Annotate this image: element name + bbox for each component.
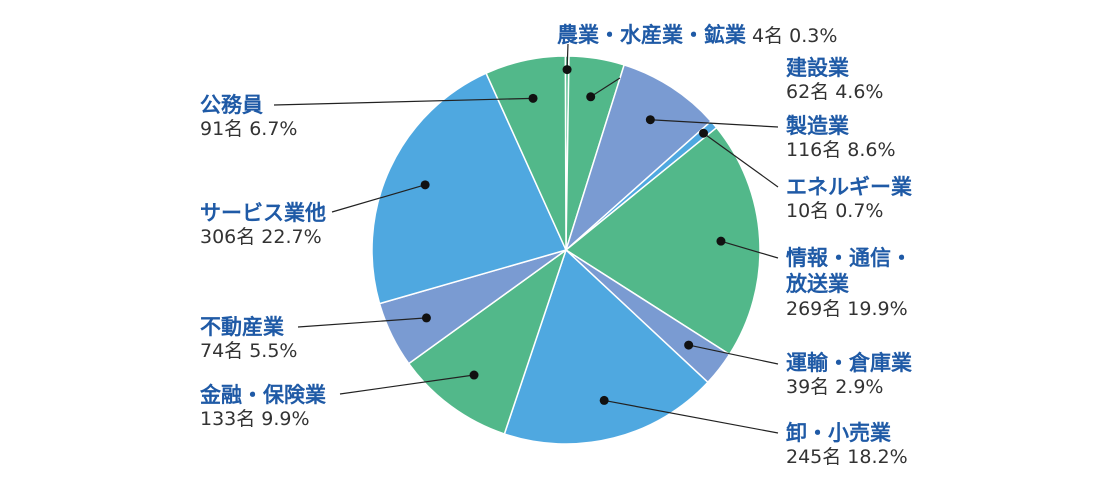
leader-line-retail (604, 399, 779, 434)
label-value: 116名 8.6% (786, 139, 896, 162)
leader-line-energy (703, 132, 779, 188)
label-value: 39名 2.9% (786, 376, 884, 399)
leader-dot-public-service (528, 93, 538, 103)
label-public-service: 公務員 91名 6.7% (200, 92, 298, 142)
label-finance: 金融・保険業 133名 9.9% (200, 382, 326, 432)
label-value: 91名 6.7% (200, 118, 298, 141)
leader-dot-information (716, 236, 726, 246)
leader-dot-real-estate (421, 313, 431, 323)
leader-dot-retail (599, 395, 609, 405)
pie-slice-information (564, 126, 761, 356)
label-services: サービス業他 306名 22.7% (200, 200, 326, 250)
leader-dot-agriculture (562, 65, 572, 75)
leader-dot-manufacturing (645, 115, 655, 125)
label-real-estate: 不動産業 74名 5.5% (200, 314, 298, 364)
leader-line-real-estate (297, 317, 427, 328)
label-name: サービス業他 (200, 201, 326, 225)
label-value: 269名 19.9% (786, 297, 908, 320)
label-name: 建設業 (786, 56, 849, 80)
label-information: 情報・通信・ 放送業 269名 19.9% (786, 245, 912, 321)
pie-slice-manufacturing (564, 63, 713, 253)
pie-slice-finance (407, 248, 568, 435)
leader-dot-transport (684, 340, 694, 350)
leader-line-information (720, 240, 779, 259)
leader-dot-finance (469, 370, 479, 380)
label-name-line2: 放送業 (786, 272, 849, 297)
leader-dot-construction (586, 92, 596, 102)
pie-slice-retail (503, 248, 709, 445)
label-value: 245名 18.2% (786, 446, 908, 469)
label-name: 運輸・倉庫業 (786, 351, 912, 375)
leader-dot-services (420, 180, 430, 190)
leader-line-finance (339, 374, 475, 395)
label-manufacturing: 製造業 116名 8.6% (786, 113, 896, 163)
label-value: 74名 5.5% (200, 340, 298, 363)
label-transport: 運輸・倉庫業 39名 2.9% (786, 350, 912, 400)
leader-line-construction (590, 77, 621, 98)
leader-dot-energy (699, 128, 709, 138)
label-name: エネルギー業 (786, 175, 912, 199)
pie-slice-services (371, 72, 568, 305)
label-energy: エネルギー業 10名 0.7% (786, 174, 912, 224)
label-value: 133名 9.9% (200, 408, 310, 431)
leader-line-services (331, 184, 426, 213)
label-value: 306名 22.7% (200, 226, 322, 249)
label-agriculture: 農業・水産業・鉱業 4名 0.3% (557, 22, 837, 49)
label-name: 農業・水産業・鉱業 (557, 23, 746, 47)
label-name: 金融・保険業 (200, 383, 326, 407)
label-name: 不動産業 (200, 315, 284, 339)
label-name: 公務員 (200, 93, 263, 117)
label-name: 卸・小売業 (786, 421, 891, 445)
label-value: 10名 0.7% (786, 200, 884, 223)
label-construction: 建設業 62名 4.6% (786, 55, 884, 105)
label-retail: 卸・小売業 245名 18.2% (786, 420, 908, 470)
leader-line-transport (688, 344, 779, 365)
label-name: 製造業 (786, 114, 849, 138)
label-value: 4名 0.3% (752, 25, 838, 47)
label-value: 62名 4.6% (786, 81, 884, 104)
leader-line-public-service (273, 97, 534, 106)
pie-slice-public-service (485, 55, 567, 251)
leader-line-manufacturing (650, 119, 779, 128)
label-name-line1: 情報・通信・ (786, 246, 912, 270)
